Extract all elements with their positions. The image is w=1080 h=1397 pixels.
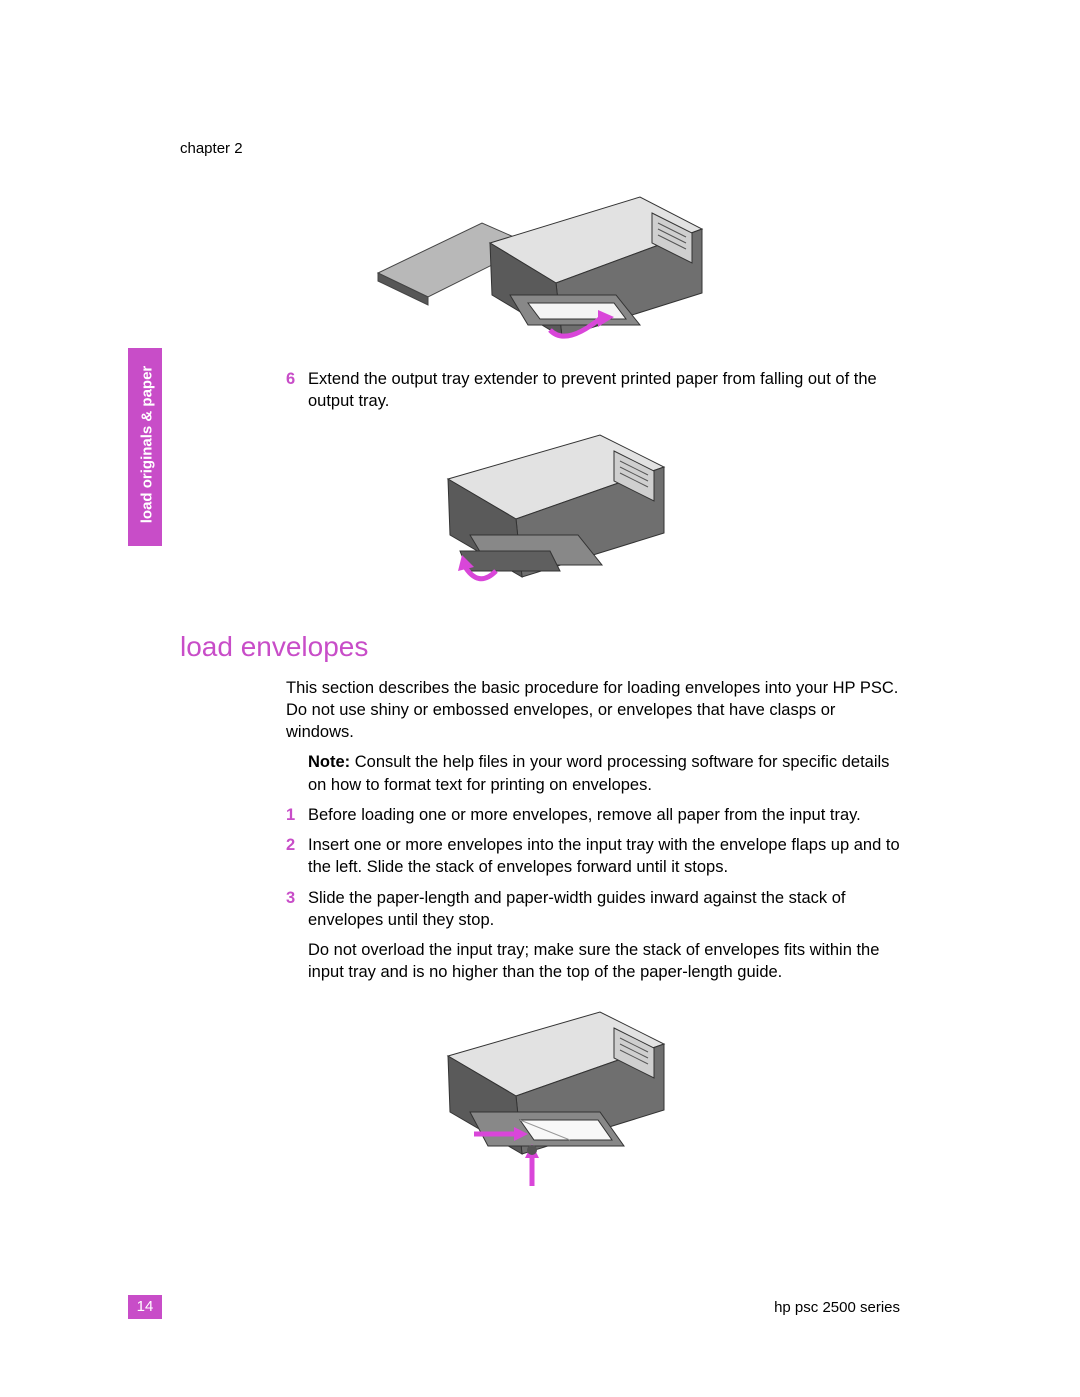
section-tail: Do not overload the input tray; make sur…: [308, 939, 900, 984]
step-text: Extend the output tray extender to preve…: [308, 368, 900, 413]
step-number: 3: [286, 887, 308, 932]
chapter-label: chapter 2: [180, 140, 900, 157]
printer-illustration-2: [400, 421, 680, 601]
page-footer: 14 hp psc 2500 series: [128, 1295, 900, 1319]
step-1: 1 Before loading one or more envelopes, …: [286, 804, 900, 826]
printer-illustration-1: [370, 175, 710, 350]
step-6: 6 Extend the output tray extender to pre…: [286, 368, 900, 413]
step-3: 3 Slide the paper-length and paper-width…: [286, 887, 900, 932]
printer-illustration-3: [400, 998, 680, 1193]
step-text: Slide the paper-length and paper-width g…: [308, 887, 900, 932]
section-heading: load envelopes: [180, 631, 900, 663]
page: chapter 2 load originals & paper 6 Exten…: [0, 0, 1080, 1397]
section-intro: This section describes the basic procedu…: [286, 677, 900, 744]
footer-product: hp psc 2500 series: [774, 1299, 900, 1316]
step-number: 1: [286, 804, 308, 826]
step-text: Insert one or more envelopes into the in…: [308, 834, 900, 879]
step-text: Before loading one or more envelopes, re…: [308, 804, 900, 826]
note-text: Consult the help files in your word proc…: [308, 753, 889, 793]
step-number: 6: [286, 368, 308, 413]
note-label: Note:: [308, 753, 350, 771]
side-tab: load originals & paper: [128, 348, 162, 546]
section-note: Note: Consult the help files in your wor…: [308, 751, 900, 796]
step-2: 2 Insert one or more envelopes into the …: [286, 834, 900, 879]
step-number: 2: [286, 834, 308, 879]
side-tab-label: load originals & paper: [139, 350, 156, 540]
page-number: 14: [128, 1295, 162, 1319]
